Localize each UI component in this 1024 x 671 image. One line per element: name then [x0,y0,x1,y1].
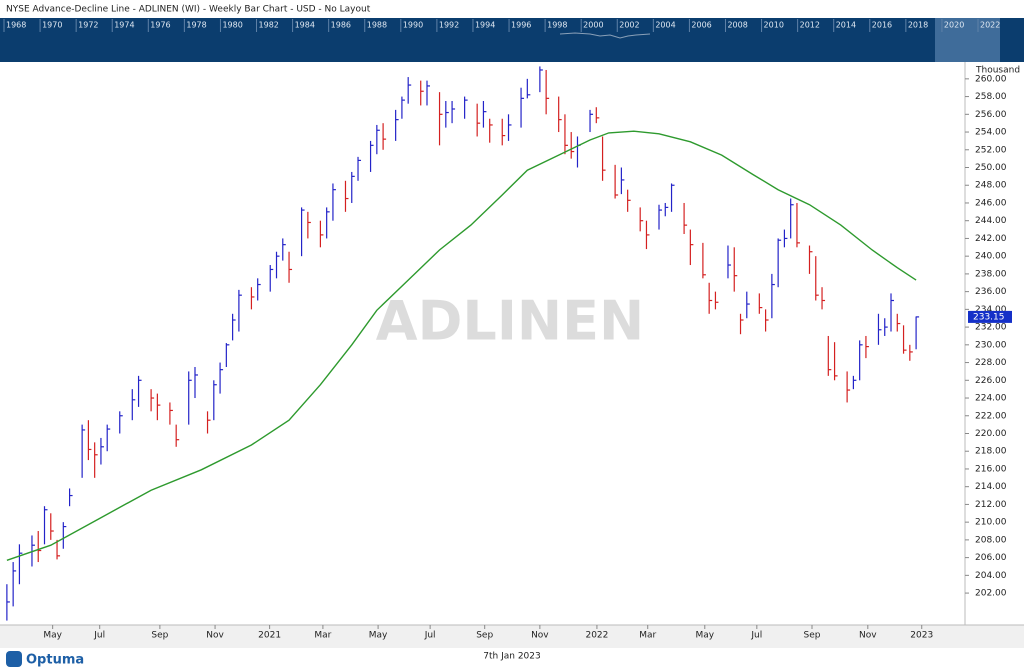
y-tick-label: 236.00 [975,287,1007,297]
overview-trace [559,32,651,39]
y-tick-label: 260.00 [975,74,1007,84]
overview-year: 2006 [691,21,711,30]
overview-year: 2020 [944,21,964,30]
overview-year: 2012 [800,21,820,30]
overview-year: 1980 [222,21,242,30]
overview-year: 1968 [6,21,26,30]
y-tick-label: 240.00 [975,252,1007,262]
overview-bar[interactable] [0,18,1024,62]
footer-date: 7th Jan 2023 [483,652,540,662]
x-tick-label: May [369,631,388,641]
overview-year: 2010 [764,21,784,30]
overview-year: 1988 [367,21,387,30]
x-tick-label: Jul [93,631,105,641]
overview-year: 2016 [872,21,892,30]
overview-year: 1994 [475,21,495,30]
y-tick-label: 256.00 [975,110,1007,120]
x-tick-label: May [695,631,714,641]
y-tick-label: 218.00 [975,447,1007,457]
y-tick-label: 254.00 [975,128,1007,138]
y-tick-label: 220.00 [975,429,1007,439]
moving-average [6,130,917,561]
overview-year: 1986 [331,21,351,30]
y-tick-label: 224.00 [975,394,1007,404]
y-tick-label: 244.00 [975,216,1007,226]
x-tick-label: Nov [531,631,549,641]
x-tick-label: Nov [859,631,877,641]
x-tick-label: 2023 [910,631,933,641]
y-tick-label: 202.00 [975,589,1007,599]
y-tick-label: 234.00 [975,305,1007,315]
overview-year: 1996 [511,21,531,30]
overview-year: 2008 [727,21,747,30]
y-tick-label: 242.00 [975,234,1007,244]
y-tick-label: 238.00 [975,269,1007,279]
overview-year: 2018 [908,21,928,30]
y-tick-label: 226.00 [975,376,1007,386]
x-tick-label: Sep [151,631,168,641]
x-tick-label: Nov [206,631,224,641]
y-tick-label: 248.00 [975,181,1007,191]
y-tick-label: 258.00 [975,92,1007,102]
y-tick-label: 230.00 [975,340,1007,350]
chart-title: NYSE Advance-Decline Line - ADLINEN (WI)… [6,5,371,15]
overview-year: 1982 [259,21,279,30]
watermark: ADLINEN [376,290,644,353]
last-value-label: 233.15 [973,312,1005,322]
y-tick-label: 214.00 [975,482,1007,492]
overview-year: 1984 [295,21,315,30]
y-tick-label: 232.00 [975,323,1007,333]
y-axis-panel [965,62,1024,625]
x-tick-label: Jul [750,631,762,641]
plot-area [6,66,920,621]
last-value-box [968,310,1012,323]
y-axis-unit: Thousand [975,66,1020,76]
y-tick-label: 222.00 [975,411,1007,421]
x-tick-label: Sep [476,631,493,641]
overview-year: 1974 [114,21,134,30]
overview-year: 1972 [78,21,98,30]
y-tick-label: 246.00 [975,198,1007,208]
overview-year: 2000 [583,21,603,30]
x-tick-label: Sep [804,631,821,641]
overview-year: 1978 [186,21,206,30]
y-tick-label: 216.00 [975,464,1007,474]
x-axis-panel [0,625,1024,648]
overview-window[interactable] [935,18,1000,62]
brand-name: Optuma [26,653,84,668]
overview-year: 2002 [619,21,639,30]
y-tick-label: 212.00 [975,500,1007,510]
y-tick-label: 210.00 [975,518,1007,528]
x-tick-label: 2022 [585,631,608,641]
y-tick-label: 204.00 [975,571,1007,581]
brand-logo [6,651,22,667]
overview-year: 2014 [836,21,856,30]
x-tick-label: Jul [424,631,436,641]
overview-year: 1970 [42,21,62,30]
x-tick-label: May [43,631,62,641]
overview-year: 1992 [439,21,459,30]
overview-year: 2004 [655,21,675,30]
x-tick-label: Mar [639,631,656,641]
y-tick-label: 250.00 [975,163,1007,173]
x-tick-label: Mar [314,631,331,641]
overview-year: 1976 [150,21,170,30]
y-tick-label: 206.00 [975,553,1007,563]
footer-bar [0,648,1024,671]
overview-year: 1990 [403,21,423,30]
title-bar [0,0,1024,18]
y-tick-label: 228.00 [975,358,1007,368]
overview-years: 1968 1970 1972 1974 1976 1978 1980 1982 1984 1986… [3,19,1000,32]
y-tick-label: 252.00 [975,145,1007,155]
overview-year: 1998 [547,21,567,30]
x-tick-label: 2021 [258,631,281,641]
y-tick-label: 208.00 [975,535,1007,545]
overview-year: 2022 [980,21,1000,30]
